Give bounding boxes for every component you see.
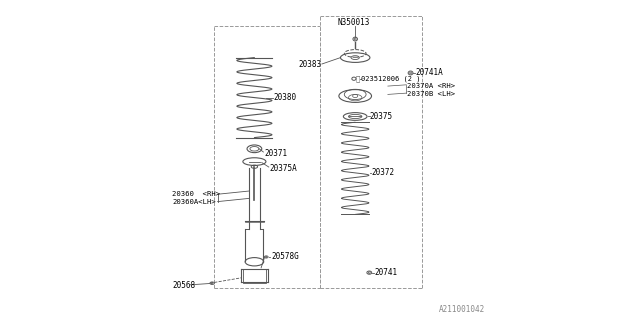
Text: 023512006 (2 ): 023512006 (2 ) [361,76,420,82]
Text: 20371: 20371 [264,149,287,158]
Text: 20370B <LH>: 20370B <LH> [407,92,455,97]
Text: 20380: 20380 [274,93,297,102]
Text: 20741A: 20741A [415,68,443,77]
Text: 20360  <RH>: 20360 <RH> [172,191,220,196]
Text: A211001042: A211001042 [438,305,484,314]
Text: 20383: 20383 [298,60,321,69]
Text: Ⓝ: Ⓝ [355,76,360,82]
Text: 20578G: 20578G [271,252,299,261]
Text: 20375: 20375 [370,112,393,121]
Text: 20568: 20568 [172,281,195,290]
Text: 20370A <RH>: 20370A <RH> [407,83,455,89]
Text: 20375A: 20375A [269,164,297,173]
Text: 20372: 20372 [371,168,394,177]
Text: N350013: N350013 [338,18,371,27]
Text: 20741: 20741 [374,268,397,277]
Text: 20360A<LH>: 20360A<LH> [172,199,216,205]
